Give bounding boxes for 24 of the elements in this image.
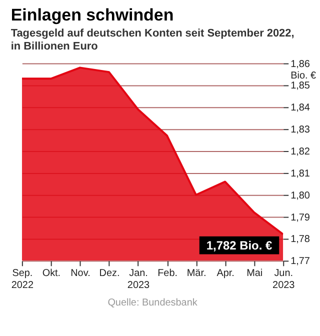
x-tick-label: Mai [246, 268, 263, 280]
x-tick-label: Sep. 2022 [11, 268, 34, 292]
y-tick-label: 1,81 [290, 168, 310, 180]
x-tick-label: Apr. [216, 268, 234, 280]
x-tick-label: Mär. [186, 268, 206, 280]
source-note: Quelle: Bundesbank [108, 298, 198, 309]
chart-subtitle: Tagesgeld auf deutschen Konten seit September 2022, in Billionen Euro [10, 27, 294, 52]
y-tick-label: 1,77 [290, 256, 310, 268]
y-tick-label: 1,83 [290, 124, 310, 136]
y-tick-label: 1,86 Bio. € [290, 58, 317, 82]
x-tick-label: Feb. [158, 268, 178, 280]
y-tick-label: 1,85 [290, 80, 310, 92]
x-tick-label: Jan. 2023 [127, 268, 150, 292]
x-tick-label: Jun. 2023 [272, 268, 296, 292]
annotation: 1,782 Bio. € [206, 238, 272, 252]
y-tick-label: 1,79 [290, 212, 310, 224]
y-tick-label: 1,82 [290, 146, 310, 158]
x-tick-label: Dez. [99, 268, 120, 280]
x-tick-label: Okt. [42, 268, 61, 280]
y-tick-label: 1,80 [290, 190, 310, 202]
y-tick-label: 1,84 [290, 102, 310, 114]
chart-title: Einlagen schwinden [10, 5, 174, 24]
y-tick-label: 1,78 [290, 234, 310, 246]
x-tick-label: Nov. [70, 268, 90, 280]
